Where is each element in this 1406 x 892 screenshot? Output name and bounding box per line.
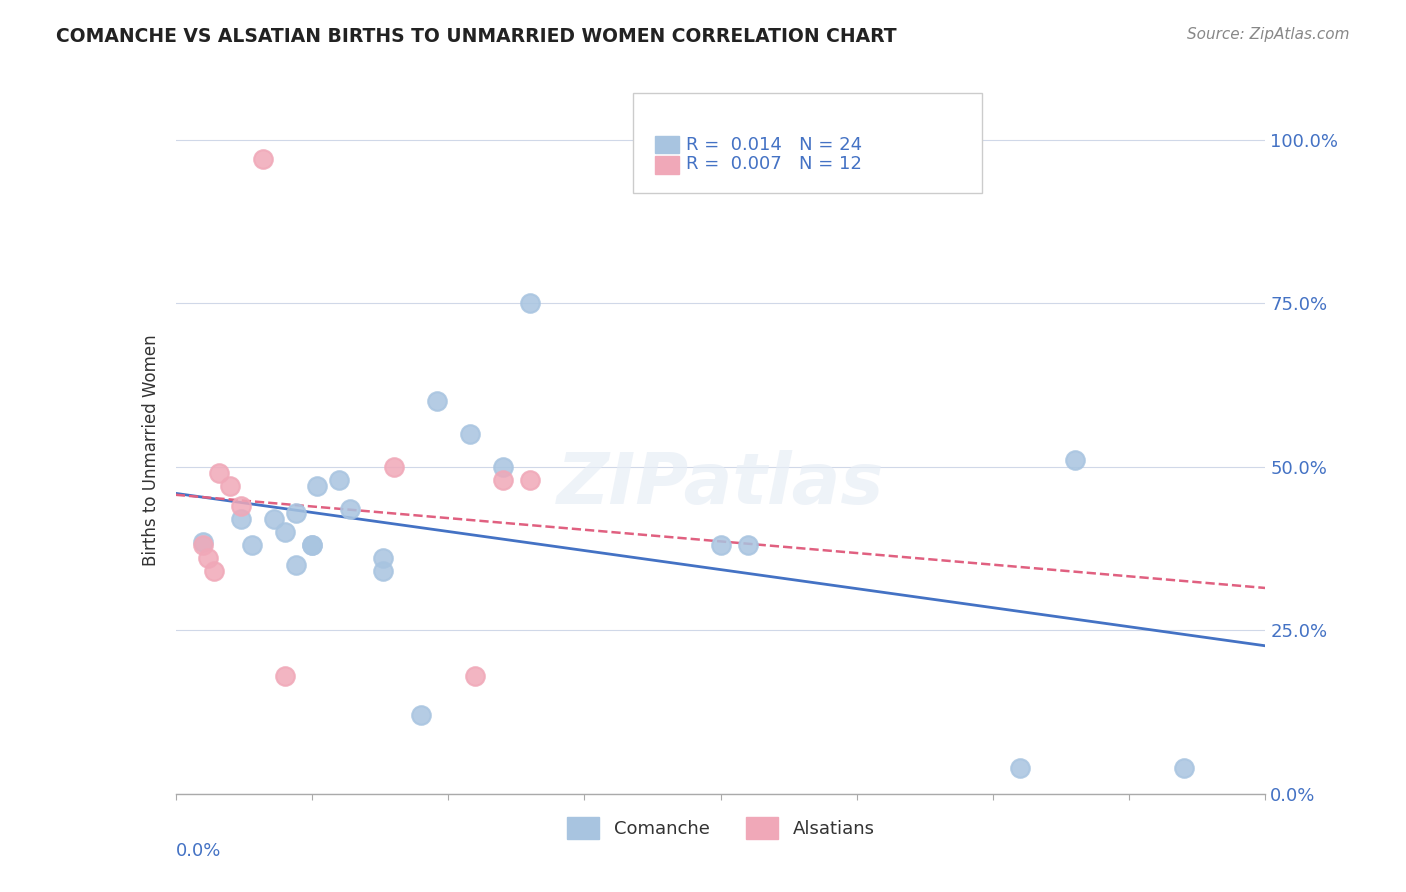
Point	[202, 565, 225, 579]
Point	[492, 459, 515, 474]
Point	[710, 538, 733, 552]
Point	[301, 538, 323, 552]
Text: Source: ZipAtlas.com: Source: ZipAtlas.com	[1187, 27, 1350, 42]
Point	[464, 669, 486, 683]
Bar	[655, 156, 679, 174]
Point	[307, 479, 329, 493]
Text: R =  0.007   N = 12: R = 0.007 N = 12	[686, 155, 862, 173]
Point	[274, 669, 297, 683]
Point	[458, 427, 481, 442]
Point	[492, 473, 515, 487]
Point	[231, 512, 253, 526]
Y-axis label: Births to Unmarried Women: Births to Unmarried Women	[142, 334, 160, 566]
Point	[240, 538, 263, 552]
Point	[519, 473, 541, 487]
Point	[231, 499, 253, 513]
Point	[519, 296, 541, 310]
Point	[328, 473, 350, 487]
Point	[263, 512, 285, 526]
Point	[284, 558, 307, 572]
Point	[1173, 761, 1195, 775]
Bar	[655, 136, 679, 153]
Point	[1010, 761, 1032, 775]
FancyBboxPatch shape	[633, 94, 981, 193]
Text: COMANCHE VS ALSATIAN BIRTHS TO UNMARRIED WOMEN CORRELATION CHART: COMANCHE VS ALSATIAN BIRTHS TO UNMARRIED…	[56, 27, 897, 45]
Point	[274, 525, 297, 540]
Legend: Comanche, Alsatians: Comanche, Alsatians	[560, 810, 882, 847]
Point	[191, 535, 214, 549]
Point	[371, 551, 394, 566]
Point	[737, 538, 759, 552]
Point	[382, 459, 405, 474]
Text: ZIPatlas: ZIPatlas	[557, 450, 884, 519]
Point	[371, 565, 394, 579]
Text: R =  0.014   N = 24: R = 0.014 N = 24	[686, 136, 862, 153]
Point	[301, 538, 323, 552]
Point	[339, 502, 361, 516]
Text: 0.0%: 0.0%	[176, 842, 221, 860]
Point	[252, 153, 274, 167]
Point	[219, 479, 242, 493]
Point	[191, 538, 214, 552]
Point	[208, 467, 231, 481]
Point	[426, 394, 449, 409]
Point	[284, 506, 307, 520]
Point	[197, 551, 219, 566]
Point	[409, 708, 432, 723]
Point	[1063, 453, 1085, 467]
